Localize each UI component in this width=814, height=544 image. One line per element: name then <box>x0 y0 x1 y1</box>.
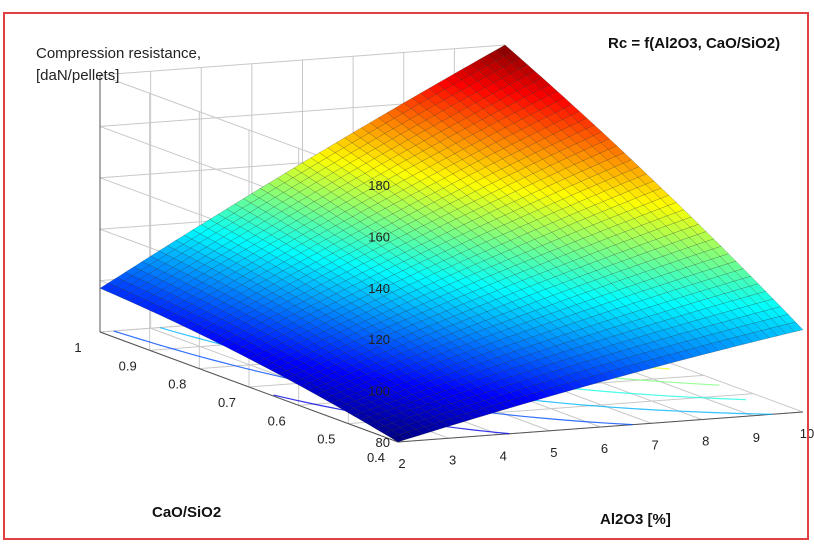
z-tick-label: 120 <box>368 332 390 347</box>
axis-edge <box>397 411 804 443</box>
axis-edge <box>99 331 399 443</box>
tick-labels: 80 100 120 140 160 180 0.4 0.5 0.6 0.7 0.8 0.9 1 2 3 4 5… <box>74 178 814 471</box>
surface-mesh <box>99 44 804 443</box>
z-tick-label: 160 <box>368 229 390 244</box>
x-tick-label: 2 <box>398 456 405 471</box>
y-tick-label: 0.6 <box>268 413 286 428</box>
x-tick-label: 10 <box>800 426 814 441</box>
y-tick-label: 0.4 <box>367 450 385 465</box>
y-tick-label: 0.5 <box>317 432 335 447</box>
chart-title: Rc = f(Al2O3, CaO/SiO2) <box>608 35 780 52</box>
y-tick-label: 0.7 <box>218 395 236 410</box>
x-tick-label: 4 <box>500 449 507 464</box>
y-tick-label: 1 <box>74 340 81 355</box>
y-tick-label: 0.9 <box>119 358 137 373</box>
z-tick-label: 100 <box>368 384 390 399</box>
x-tick-label: 3 <box>449 452 456 467</box>
z-axis-unit: [daN/pellets] <box>36 67 119 84</box>
z-tick-label: 140 <box>368 281 390 296</box>
x-tick-label: 8 <box>702 434 709 449</box>
x-tick-label: 5 <box>550 445 557 460</box>
x-axis-label: Al2O3 [%] <box>600 511 671 528</box>
x-tick-label: 9 <box>753 430 760 445</box>
x-tick-label: 6 <box>601 441 608 456</box>
z-tick-label: 80 <box>376 435 390 450</box>
x-tick-label: 7 <box>652 437 659 452</box>
y-tick-label: 0.8 <box>168 377 186 392</box>
y-axis-label: CaO/SiO2 <box>152 504 221 521</box>
surface-cell <box>786 321 804 332</box>
z-axis-label: Compression resistance, <box>36 45 201 62</box>
z-tick-label: 180 <box>368 178 390 193</box>
